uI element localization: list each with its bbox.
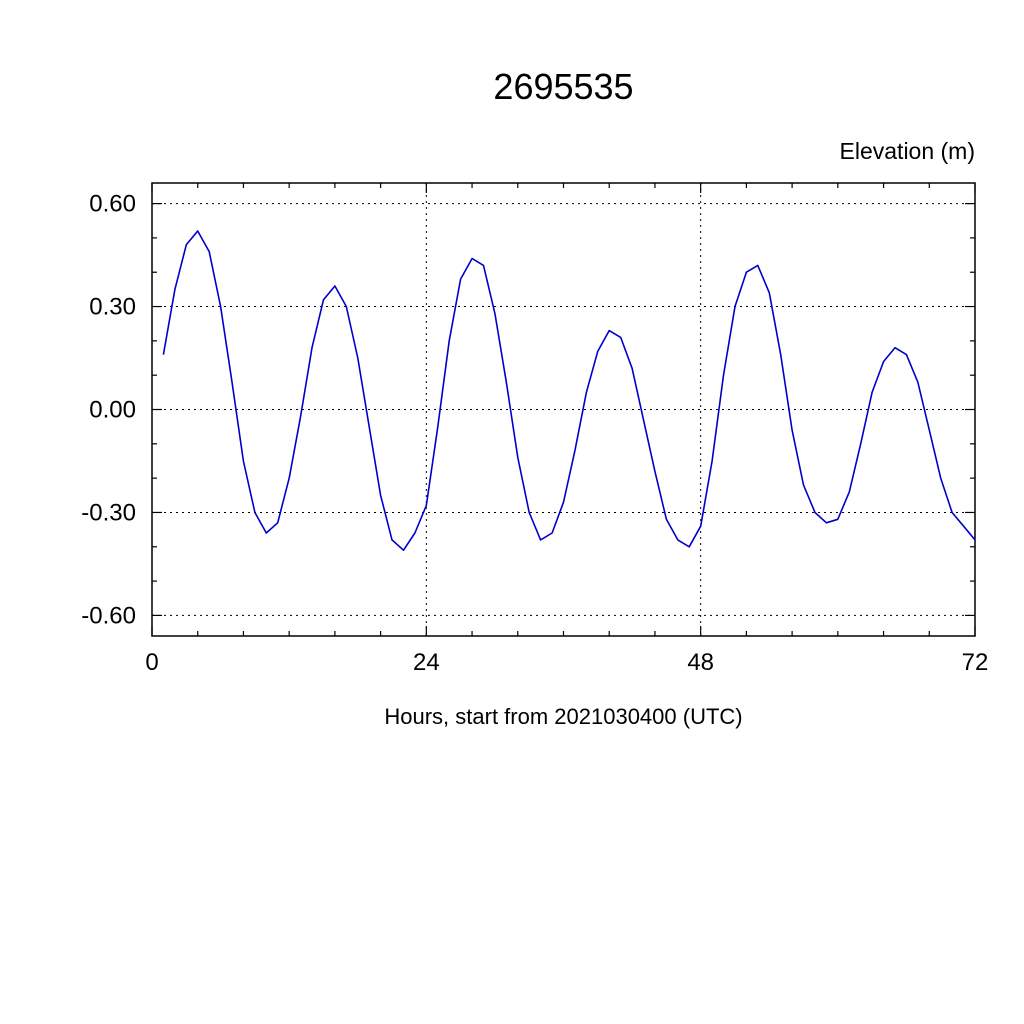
x-tick-label: 24	[413, 649, 440, 676]
x-tick-label: 48	[687, 649, 714, 676]
y-tick-label: -0.30	[81, 499, 136, 526]
y-tick-label: 0.00	[89, 397, 136, 424]
x-axis-title: Hours, start from 2021030400 (UTC)	[384, 704, 743, 729]
y-tick-label: -0.60	[81, 602, 136, 629]
chart-title: 2695535	[493, 66, 634, 107]
plot-frame	[151, 182, 976, 637]
elevation-line	[162, 230, 976, 552]
y-tick-label: 0.60	[89, 191, 136, 218]
x-tick-label: 72	[962, 649, 989, 676]
x-tick-label: 0	[145, 649, 158, 676]
y-tick-label: 0.30	[89, 294, 136, 321]
y-axis-title: Elevation (m)	[839, 138, 975, 164]
